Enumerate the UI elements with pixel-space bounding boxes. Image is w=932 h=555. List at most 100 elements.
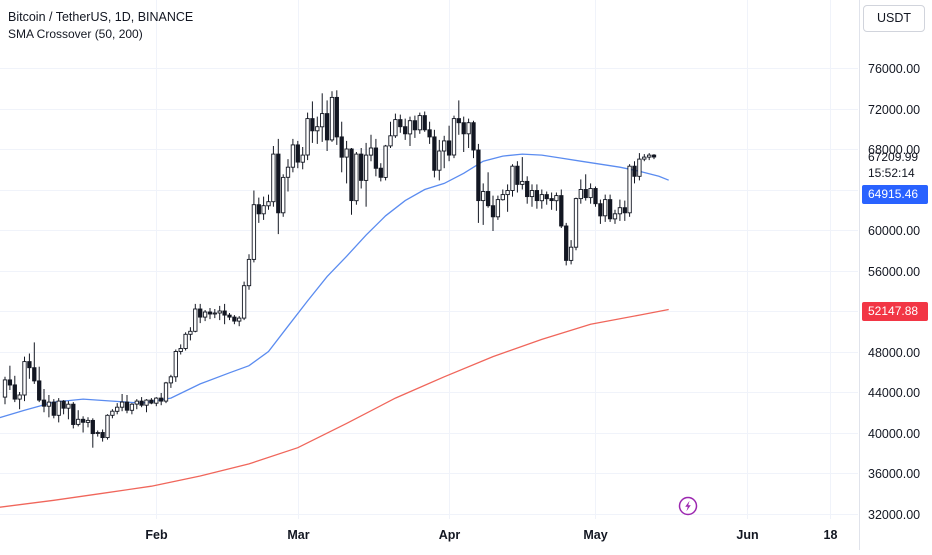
candle (642, 154, 647, 162)
candle-body (437, 150, 442, 171)
candle (261, 196, 266, 220)
candle (500, 189, 505, 201)
indicator-title[interactable]: SMA Crossover (50, 200) (8, 27, 143, 41)
candle-body (202, 311, 208, 318)
symbol-title[interactable]: Bitcoin / TetherUS, 1D, BINANCE (8, 10, 194, 24)
candle-body (578, 189, 583, 200)
currency-button[interactable]: USDT (863, 5, 925, 32)
candle-body (637, 158, 642, 177)
candle (564, 222, 569, 266)
candle (241, 281, 247, 321)
candle (544, 191, 549, 205)
candle (188, 327, 193, 341)
candle (490, 195, 496, 231)
candle-body (110, 410, 115, 416)
candle (505, 184, 510, 212)
candle-body (124, 401, 130, 411)
candle-body (207, 311, 213, 315)
candle (17, 392, 22, 410)
candle-body (46, 401, 52, 407)
time-axis[interactable]: Feb Mar Apr May Jun 18 (145, 528, 837, 542)
candle-body (7, 379, 13, 386)
candle (227, 313, 232, 321)
candle-body (237, 317, 242, 322)
candle (529, 184, 535, 207)
candle-body (134, 400, 139, 405)
candle (481, 183, 486, 225)
candle-body (466, 122, 471, 135)
candle (100, 429, 105, 442)
candle-body (461, 122, 466, 135)
candle (422, 111, 427, 132)
candle (154, 397, 159, 407)
sma-200-price-label: 52147.88 (862, 302, 928, 321)
candle-body (281, 176, 286, 214)
price-tick-label: 44000.00 (868, 386, 920, 400)
candle (573, 197, 579, 251)
candle-body (627, 165, 632, 214)
candle-body (471, 122, 476, 151)
candle (271, 146, 276, 207)
candle (183, 332, 188, 351)
candle (276, 138, 281, 235)
time-tick-label: Apr (439, 528, 461, 542)
candle-body (139, 400, 144, 406)
candle (525, 176, 530, 204)
candle-body (310, 118, 315, 132)
candle-body (617, 207, 623, 215)
candle-body (212, 312, 217, 315)
candle-body (80, 418, 86, 423)
candle-body (51, 401, 56, 416)
candle (403, 118, 408, 140)
candle (149, 398, 154, 405)
candle-body (119, 401, 125, 408)
candle (466, 118, 471, 148)
candle (446, 125, 452, 162)
candle (647, 153, 652, 161)
candle (37, 366, 42, 403)
candle (354, 152, 359, 205)
candle-body (442, 140, 447, 152)
candle-body (417, 115, 422, 131)
candle (2, 376, 8, 405)
lightning-bolt-icon[interactable] (678, 496, 698, 516)
candle-body (320, 113, 325, 128)
bar-countdown-label: 15:52:14 (868, 166, 915, 180)
candle-body (90, 419, 95, 435)
candle (549, 192, 554, 210)
candle (51, 399, 56, 419)
candle-body (37, 380, 42, 401)
candle-body (27, 361, 32, 369)
candle (583, 174, 588, 201)
candle-body (525, 180, 530, 198)
candle (110, 409, 115, 419)
candle (378, 163, 383, 182)
candle-body (568, 246, 574, 261)
candle (212, 309, 217, 319)
candle-body (456, 118, 461, 124)
candle-body (529, 190, 535, 198)
candle-body (510, 165, 515, 191)
candle (290, 138, 296, 173)
price-axis[interactable]: 76000.0072000.0068000.0064000.0060000.00… (868, 62, 920, 522)
candle (622, 200, 627, 221)
candle (71, 402, 76, 429)
candle (139, 397, 144, 408)
candle-body (647, 154, 652, 158)
candle-body (564, 225, 569, 261)
candle-body (373, 147, 379, 169)
candle (651, 154, 657, 160)
candle (554, 192, 559, 211)
candle (85, 417, 91, 428)
candle-body (271, 153, 276, 203)
candle-body (378, 167, 383, 178)
candle (607, 194, 613, 222)
candle-body (642, 156, 647, 160)
candle-body (159, 397, 164, 402)
candle (12, 375, 17, 403)
candle-body (432, 136, 437, 171)
candle (637, 153, 642, 181)
price-tick-label: 48000.00 (868, 346, 920, 360)
